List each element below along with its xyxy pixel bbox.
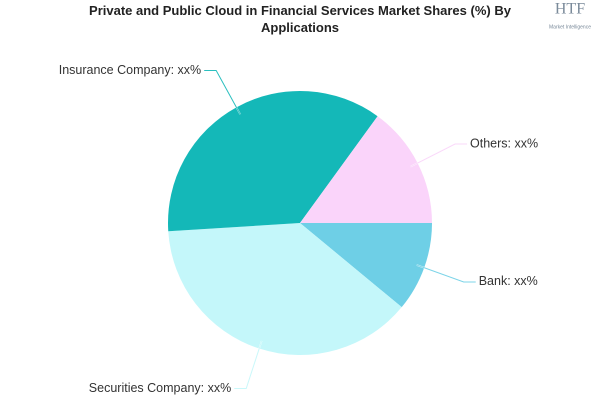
- leader-line: [204, 69, 241, 115]
- chart-title: Private and Public Cloud in Financial Se…: [89, 3, 511, 35]
- leader-line: [234, 340, 263, 390]
- leader-line: [410, 143, 468, 168]
- slice-label: Securities Company: xx%: [89, 381, 231, 395]
- pie-slice: [168, 91, 378, 232]
- pie-slice: [300, 116, 432, 223]
- pie-slice: [300, 223, 432, 308]
- logo-subtext: Market Intelligence: [549, 24, 591, 30]
- leader-line: [234, 340, 263, 389]
- slice-label: Others: xx%: [470, 136, 538, 150]
- leader-line: [416, 264, 476, 283]
- logo-text: HTF: [555, 1, 585, 18]
- pie-slice: [168, 223, 402, 355]
- leader-line: [410, 143, 468, 168]
- slice-label: Insurance Company: xx%: [59, 63, 201, 77]
- leader-line: [204, 70, 241, 115]
- slice-label: Bank: xx%: [479, 274, 538, 288]
- leader-line: [416, 264, 476, 283]
